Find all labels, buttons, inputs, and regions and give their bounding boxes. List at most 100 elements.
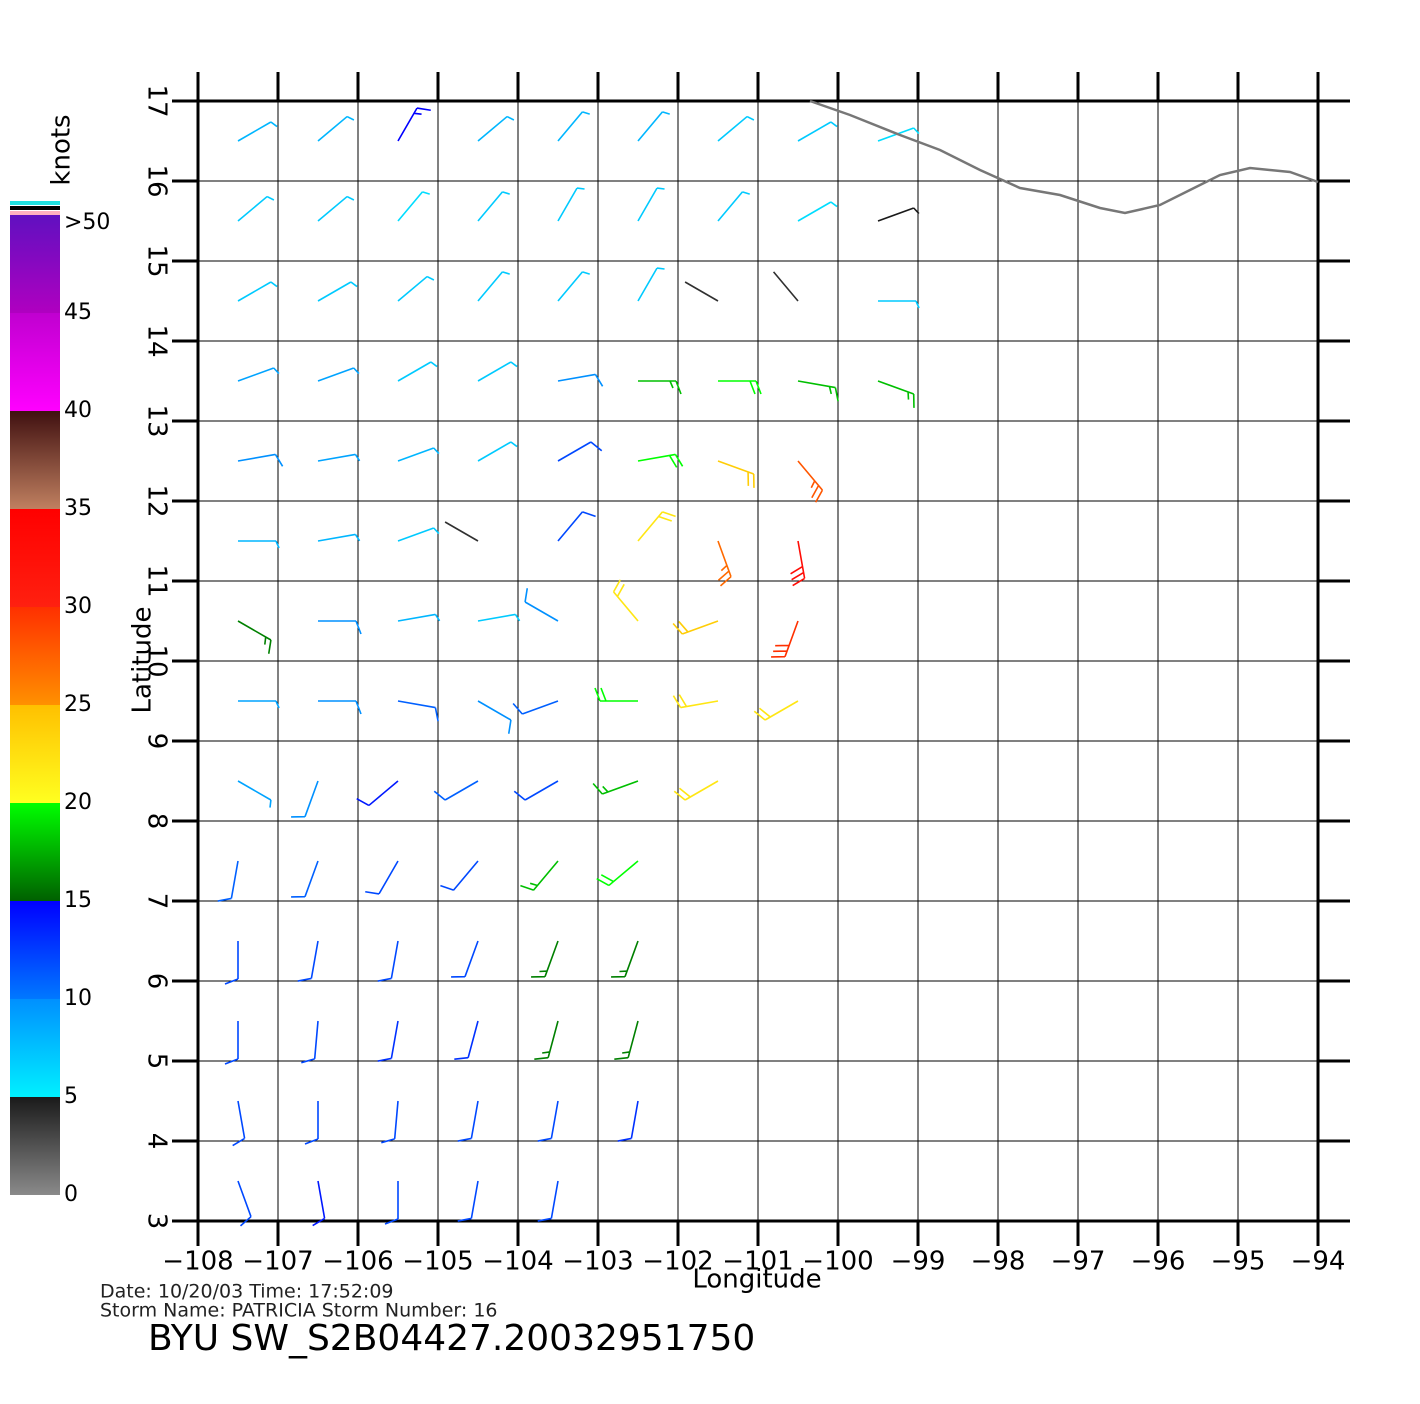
wind-barb [877, 380, 915, 408]
wind-barb [557, 187, 585, 222]
wind-barb [397, 527, 440, 542]
wind-barb [797, 201, 838, 222]
wind-barb [217, 860, 239, 902]
wind-barb [684, 281, 719, 302]
y-tick-label: 13 [142, 404, 172, 437]
wind-barb [312, 1180, 326, 1227]
wind-barb [397, 191, 430, 222]
wind-barb [477, 700, 512, 734]
colorbar-band [10, 215, 60, 313]
wind-barb [224, 941, 239, 985]
colorbar-label: 35 [64, 496, 92, 521]
wind-barb [477, 441, 518, 462]
wind-barb [718, 380, 762, 395]
wind-barb [451, 940, 479, 978]
wind-barb [301, 1020, 319, 1064]
colorbar-label: 0 [64, 1182, 78, 1207]
wind-barb [397, 275, 435, 302]
colorbar-band [10, 803, 60, 901]
colorbar-label: 45 [64, 300, 92, 325]
wind-barb [237, 780, 272, 808]
colorbar-label: 25 [64, 692, 92, 717]
y-tick-label: 7 [142, 893, 172, 910]
colorbar-title: knots [47, 114, 77, 185]
y-tick-label: 15 [142, 244, 172, 277]
colorbar-label: 40 [64, 398, 92, 423]
x-tick-label: −100 [802, 1247, 873, 1277]
y-tick-label: 5 [142, 1053, 172, 1070]
wind-barb [594, 687, 638, 702]
wind-barb [318, 700, 362, 715]
wind-barb [237, 620, 272, 654]
wind-barb [524, 588, 559, 622]
wind-barb [557, 271, 590, 302]
storm-line: Storm Name: PATRICIA Storm Number: 16 [100, 1300, 498, 1322]
wind-barb [237, 281, 278, 302]
wind-barb [771, 620, 799, 658]
wind-barb [557, 511, 596, 542]
colorbar-cap [10, 211, 60, 215]
wind-barb [790, 540, 806, 587]
wind-barb [617, 1100, 639, 1142]
colorbar-band [10, 999, 60, 1097]
colorbar-band [10, 705, 60, 803]
wind-barb [672, 620, 719, 635]
coastline [809, 99, 1319, 215]
wind-barb [397, 613, 441, 622]
wind-barb [397, 107, 431, 142]
y-tick-label: 8 [142, 813, 172, 830]
wind-barb [717, 115, 755, 142]
wind-barb [454, 1020, 479, 1060]
colorbar-band [10, 411, 60, 509]
x-tick-label: −101 [722, 1247, 793, 1277]
colorbar-band [10, 509, 60, 607]
y-tick-label: 14 [142, 324, 172, 357]
wind-barb [477, 361, 518, 382]
wind-barb [717, 191, 750, 222]
wind-barb [297, 940, 319, 982]
wind-barb [637, 453, 684, 468]
x-tick-label: −103 [562, 1247, 633, 1277]
wind-barb [457, 1180, 479, 1222]
wind-barb [637, 511, 676, 542]
wind-barb [224, 1021, 239, 1065]
wind-barb [612, 579, 639, 622]
x-tick-label: −105 [402, 1247, 473, 1277]
colorbar-band [10, 901, 60, 999]
y-tick-label: 17 [142, 84, 172, 117]
wind-barb [797, 460, 824, 503]
wind-barb [537, 1100, 559, 1142]
wind-barb [672, 694, 719, 709]
x-tick-label: −107 [242, 1247, 313, 1277]
wind-barb [638, 380, 682, 395]
y-tick-label: 6 [142, 973, 172, 990]
colorbar-label: 10 [64, 986, 92, 1011]
wind-barb [537, 1180, 559, 1222]
wind-barb [513, 780, 559, 801]
y-axis-label: Latitude [128, 606, 158, 713]
x-tick-label: −97 [1051, 1247, 1106, 1277]
wind-barb [317, 281, 358, 302]
wind-barb [637, 111, 670, 142]
y-tick-label: 9 [142, 733, 172, 750]
x-tick-label: −99 [891, 1247, 946, 1277]
wind-barb [797, 380, 839, 402]
wind-barb [772, 271, 799, 302]
y-tick-label: 4 [142, 1133, 172, 1150]
y-tick-label: 16 [142, 164, 172, 197]
colorbar-label: 15 [64, 888, 92, 913]
colorbar-band [10, 607, 60, 705]
wind-barb [877, 207, 920, 222]
wind-barb [477, 115, 515, 142]
wind-barb [381, 1100, 399, 1144]
wind-barb [534, 1020, 559, 1060]
y-tick-label: 11 [142, 564, 172, 597]
x-tick-label: −104 [482, 1247, 553, 1277]
wind-barb [878, 300, 920, 309]
wind-barb [291, 780, 319, 818]
wind-barb [440, 860, 479, 891]
wind-barb [611, 940, 639, 978]
wind-barb [365, 860, 399, 895]
wind-barb [477, 271, 510, 302]
wind-barb [317, 533, 361, 542]
